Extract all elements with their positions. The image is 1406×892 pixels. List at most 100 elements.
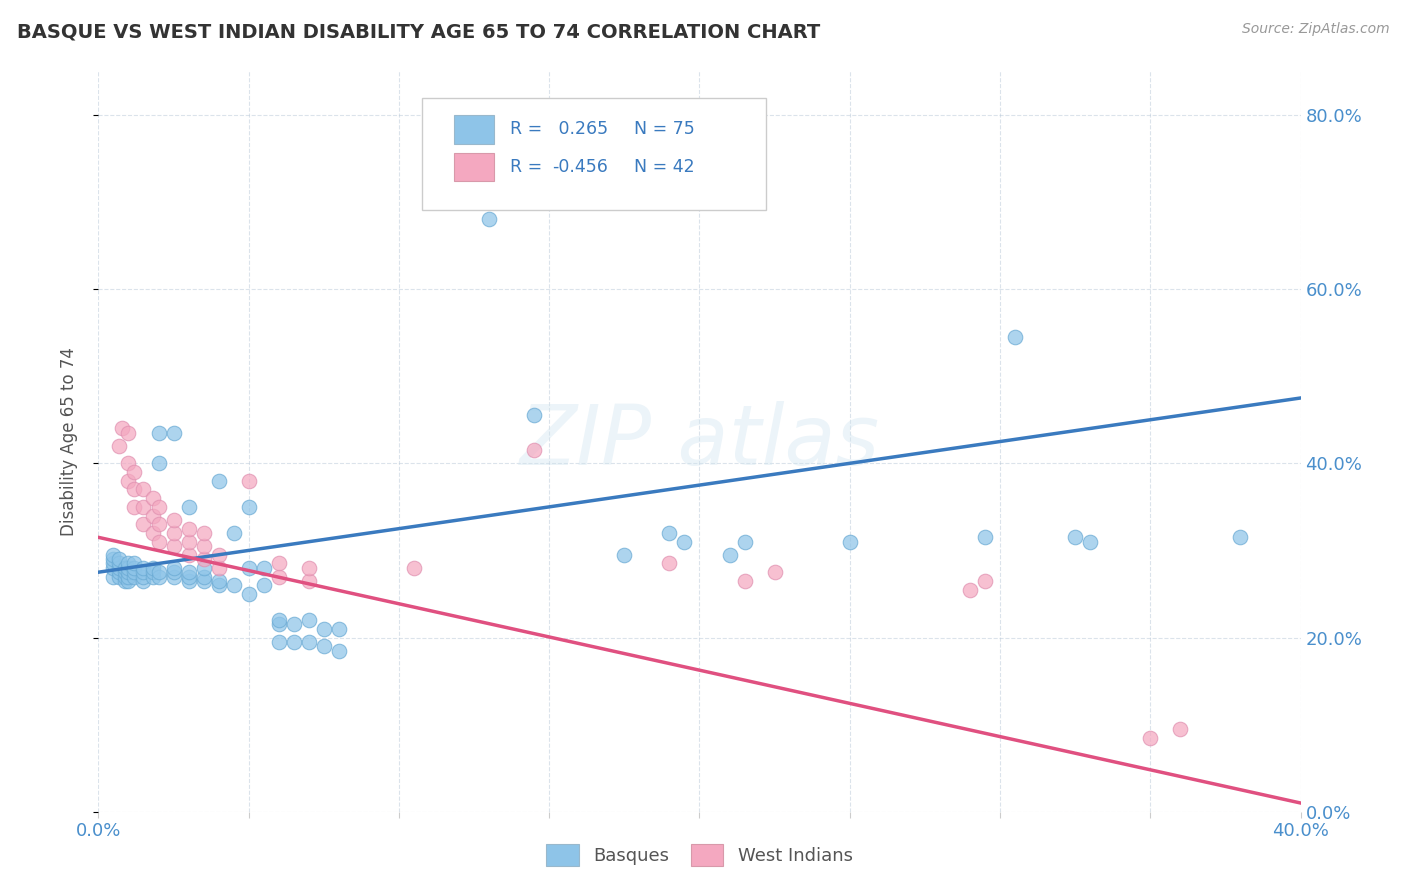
Point	[312, 622, 335, 636]
Point	[613, 548, 636, 562]
Point	[114, 574, 136, 588]
Point	[673, 534, 696, 549]
Text: 0.265: 0.265	[553, 120, 607, 138]
Point	[478, 212, 501, 227]
Point	[141, 565, 163, 579]
Point	[148, 569, 170, 583]
Point	[132, 517, 155, 532]
Point	[117, 557, 139, 571]
Point	[253, 578, 276, 592]
Point	[162, 561, 184, 575]
Point	[117, 474, 139, 488]
Point	[114, 561, 136, 575]
Point	[193, 561, 215, 575]
Point	[523, 443, 546, 458]
Text: N = 75: N = 75	[623, 120, 695, 138]
Text: N = 42: N = 42	[623, 158, 695, 176]
Point	[267, 613, 290, 627]
Point	[141, 569, 163, 583]
Point	[162, 565, 184, 579]
Point	[124, 500, 146, 514]
Point	[162, 513, 184, 527]
Point	[148, 534, 170, 549]
Point	[208, 578, 231, 592]
Point	[267, 557, 290, 571]
Point	[402, 561, 425, 575]
Point	[141, 508, 163, 523]
Point	[177, 548, 200, 562]
Point	[162, 425, 184, 440]
Point	[283, 635, 305, 649]
Point	[238, 561, 260, 575]
Point	[148, 565, 170, 579]
Point	[103, 569, 125, 583]
Point	[734, 534, 756, 549]
Point	[124, 465, 146, 479]
Point	[108, 569, 131, 583]
Point	[658, 557, 681, 571]
Point	[298, 561, 321, 575]
Point	[114, 569, 136, 583]
Text: ZIP atlas: ZIP atlas	[519, 401, 880, 482]
Point	[193, 526, 215, 541]
Point	[193, 574, 215, 588]
Point	[132, 565, 155, 579]
Point	[132, 561, 155, 575]
Point	[124, 483, 146, 497]
Point	[148, 517, 170, 532]
Point	[838, 534, 860, 549]
Point	[177, 534, 200, 549]
Point	[141, 526, 163, 541]
Point	[148, 456, 170, 470]
Point	[267, 617, 290, 632]
Point	[193, 569, 215, 583]
Text: BASQUE VS WEST INDIAN DISABILITY AGE 65 TO 74 CORRELATION CHART: BASQUE VS WEST INDIAN DISABILITY AGE 65 …	[17, 22, 820, 41]
Point	[312, 639, 335, 653]
Point	[238, 474, 260, 488]
Point	[298, 574, 321, 588]
Point	[763, 565, 786, 579]
Point	[108, 552, 131, 566]
Point	[1004, 330, 1026, 344]
Point	[1170, 722, 1192, 736]
Point	[1229, 530, 1251, 544]
Point	[117, 569, 139, 583]
Point	[124, 557, 146, 571]
Text: R =: R =	[510, 158, 548, 176]
Point	[114, 565, 136, 579]
Point	[267, 569, 290, 583]
Point	[177, 574, 200, 588]
Point	[132, 483, 155, 497]
Point	[141, 491, 163, 505]
Point	[177, 569, 200, 583]
Point	[103, 561, 125, 575]
Point	[222, 526, 245, 541]
Point	[1139, 731, 1161, 745]
Point	[111, 421, 134, 435]
Point	[124, 565, 146, 579]
Point	[253, 561, 276, 575]
Point	[1078, 534, 1101, 549]
Point	[117, 574, 139, 588]
Point	[162, 526, 184, 541]
Point	[193, 539, 215, 553]
Legend: Basques, West Indians: Basques, West Indians	[538, 837, 860, 873]
Point	[162, 539, 184, 553]
Point	[108, 565, 131, 579]
Point	[177, 565, 200, 579]
Point	[148, 425, 170, 440]
Point	[132, 569, 155, 583]
Point	[734, 574, 756, 588]
Point	[141, 561, 163, 575]
Point	[193, 552, 215, 566]
Point	[177, 522, 200, 536]
Point	[108, 561, 131, 575]
Text: -0.456: -0.456	[553, 158, 609, 176]
Point	[208, 574, 231, 588]
Point	[132, 574, 155, 588]
Point	[298, 635, 321, 649]
Point	[208, 548, 231, 562]
Point	[132, 500, 155, 514]
Point	[108, 439, 131, 453]
Point	[238, 500, 260, 514]
